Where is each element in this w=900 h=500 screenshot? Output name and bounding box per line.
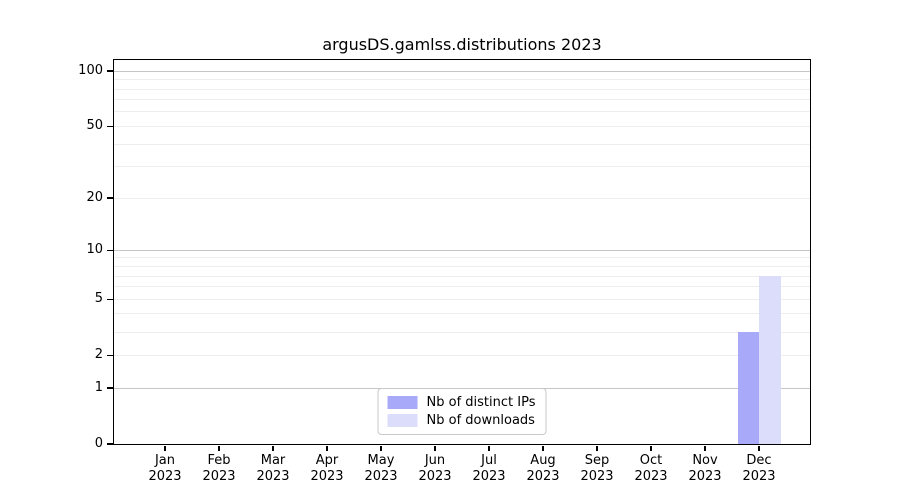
x-tick-feb — [218, 445, 220, 451]
y-tick-1 — [107, 387, 113, 389]
y-tick-label-10: 10 — [86, 242, 103, 258]
y-tick-0 — [107, 443, 113, 445]
x-tick-label-mar: Mar 2023 — [256, 453, 290, 484]
y-tick-label-2: 2 — [94, 347, 103, 363]
x-tick-jun — [434, 445, 436, 451]
x-tick-label-aug: Aug 2023 — [526, 453, 560, 484]
y-tick-label-0: 0 — [94, 436, 103, 451]
y-tick-10 — [107, 249, 113, 252]
y-tick-20 — [107, 197, 113, 199]
gridline-y-60 — [114, 111, 810, 113]
x-tick-label-may: May 2023 — [364, 453, 398, 484]
gridline-y-50 — [114, 125, 810, 127]
y-tick-label-5: 5 — [94, 291, 103, 307]
gridline-y-9 — [114, 257, 810, 259]
x-tick-label-jan: Jan 2023 — [148, 453, 182, 484]
gridline-y-7 — [114, 275, 810, 277]
x-tick-mar — [272, 445, 274, 451]
y-tick-50 — [107, 125, 113, 128]
x-tick-jan — [164, 445, 166, 451]
x-tick-dec — [758, 445, 760, 451]
bar-downloads-dec — [759, 276, 781, 444]
legend-swatch-downloads — [387, 414, 418, 427]
gridline-y-8 — [114, 266, 810, 267]
gridline-y-10 — [114, 249, 810, 251]
gridline-y-6 — [114, 286, 810, 288]
x-tick-label-jul: Jul 2023 — [472, 453, 506, 484]
y-tick-2 — [107, 354, 113, 356]
legend-item-distinct-ips: Nb of distinct IPs — [387, 395, 536, 410]
gridline-y-2 — [114, 354, 810, 356]
gridline-y-30 — [114, 166, 810, 168]
x-tick-aug — [542, 445, 544, 451]
x-tick-jul — [488, 445, 490, 451]
y-tick-100 — [107, 70, 113, 72]
plot-area: Nb of distinct IPs Nb of downloads — [113, 59, 811, 445]
x-tick-sep — [596, 445, 598, 451]
bar-distinct-ips-dec — [737, 332, 759, 444]
chart-title: argusDS.gamlss.distributions 2023 — [322, 35, 602, 54]
gridline-y-80 — [114, 88, 810, 90]
legend-swatch-distinct-ips — [387, 396, 418, 409]
gridline-y-40 — [114, 143, 810, 145]
y-tick-label-100: 100 — [78, 63, 103, 79]
x-tick-label-feb: Feb 2023 — [202, 453, 236, 484]
x-tick-oct — [650, 445, 652, 451]
gridline-y-20 — [114, 197, 810, 199]
legend: Nb of distinct IPs Nb of downloads — [377, 388, 547, 435]
y-tick-label-50: 50 — [86, 118, 103, 134]
x-tick-label-dec: Dec 2023 — [742, 453, 776, 484]
gridline-y-3 — [114, 331, 810, 333]
gridline-y-100 — [114, 70, 810, 72]
x-tick-may — [380, 445, 382, 451]
legend-label-downloads: Nb of downloads — [426, 413, 535, 428]
gridline-y-4 — [114, 313, 810, 315]
y-tick-5 — [107, 298, 113, 300]
x-tick-nov — [704, 445, 706, 451]
y-tick-label-20: 20 — [86, 190, 103, 206]
gridline-y-70 — [114, 99, 810, 101]
x-tick-label-sep: Sep 2023 — [580, 453, 614, 484]
x-tick-label-oct: Oct 2023 — [634, 453, 668, 484]
x-tick-label-nov: Nov 2023 — [688, 453, 722, 484]
x-tick-label-apr: Apr 2023 — [310, 453, 344, 484]
gridline-y-5 — [114, 298, 810, 300]
legend-item-downloads: Nb of downloads — [387, 413, 536, 428]
legend-label-distinct-ips: Nb of distinct IPs — [426, 395, 536, 410]
y-tick-label-1: 1 — [94, 380, 103, 395]
x-tick-label-jun: Jun 2023 — [418, 453, 452, 484]
gridline-y-90 — [114, 79, 810, 81]
x-tick-apr — [326, 445, 328, 451]
